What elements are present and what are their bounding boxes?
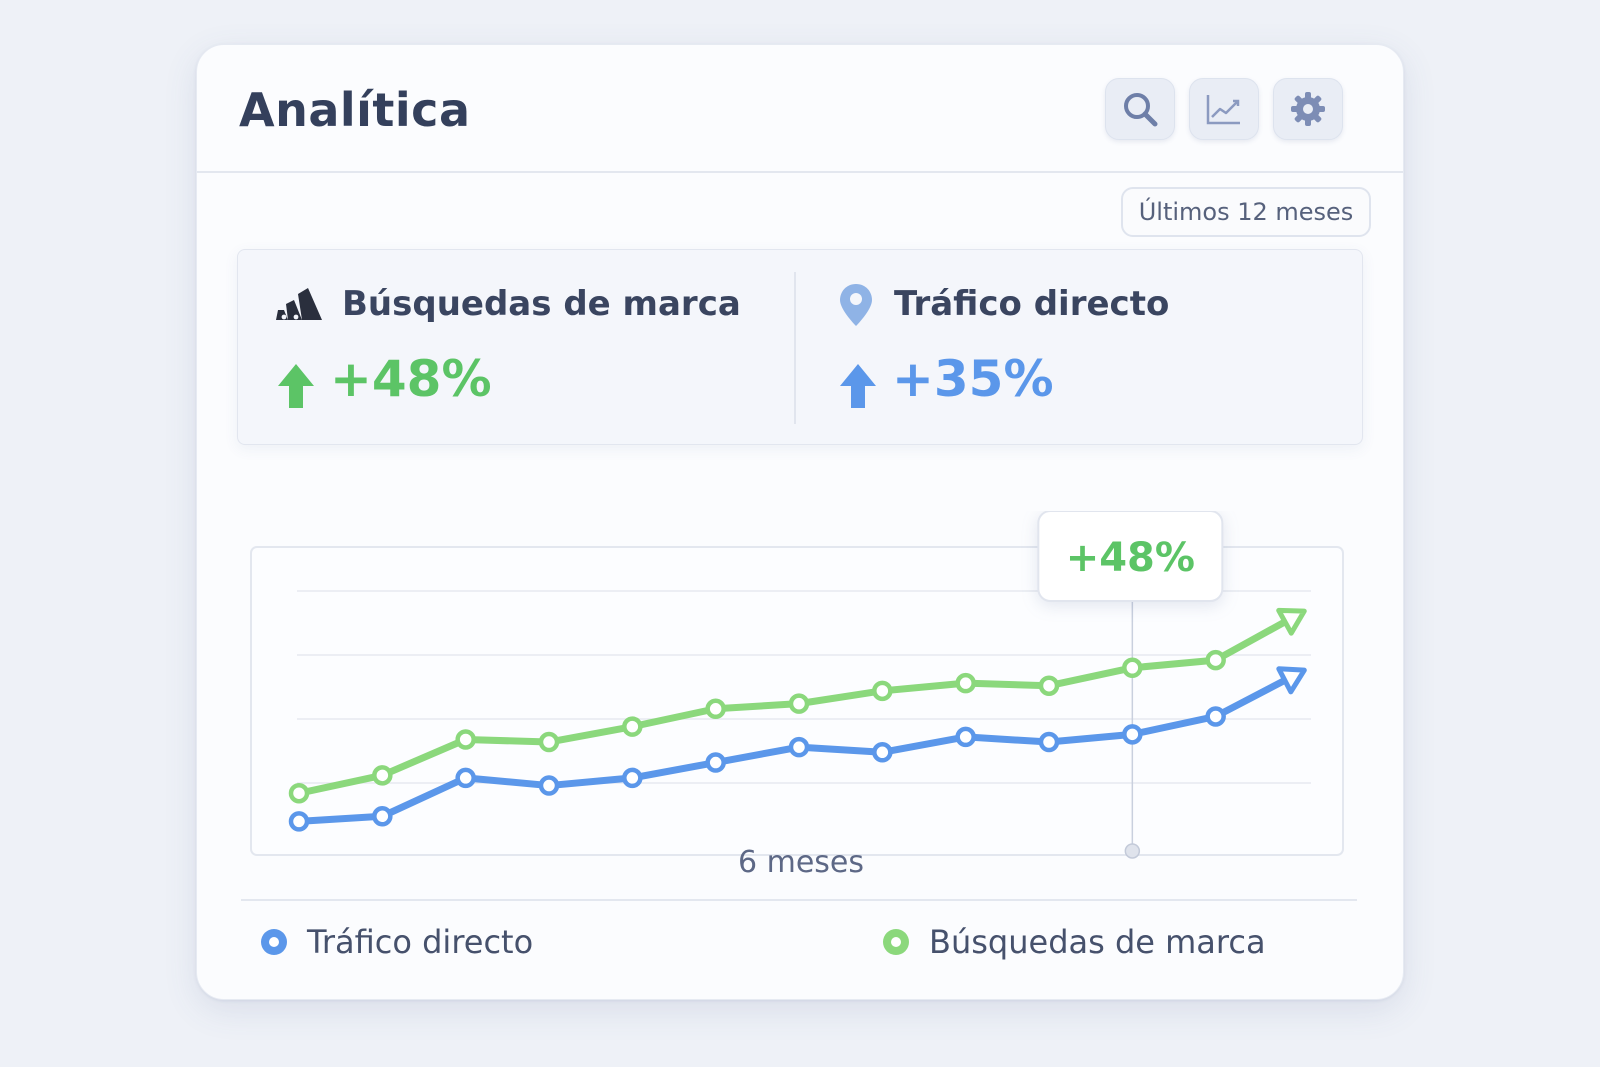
location-pin-icon <box>840 284 872 326</box>
data-point <box>788 693 810 714</box>
analytics-card: Analítica <box>196 44 1404 1000</box>
legend-label: Tráfico directo <box>307 923 534 961</box>
data-point <box>1205 706 1226 727</box>
legend-item-direct-traffic[interactable]: Tráfico directo <box>261 923 533 961</box>
page-title: Analítica <box>239 83 471 137</box>
x-axis-label: 6 meses <box>737 845 865 880</box>
legend-dot <box>883 929 909 955</box>
data-point <box>538 775 560 796</box>
settings-button[interactable] <box>1273 78 1343 140</box>
kpi-panel: Búsquedas de marca +48% Tráfico directo … <box>237 249 1363 445</box>
legend-label: Búsquedas de marca <box>929 923 1266 961</box>
data-point <box>372 765 393 786</box>
data-point <box>1038 675 1060 696</box>
arrow-up-icon <box>278 364 314 408</box>
data-point <box>538 731 560 753</box>
data-point <box>872 742 893 763</box>
data-point <box>705 698 726 720</box>
series-arrowhead <box>1276 666 1307 695</box>
data-point <box>872 680 893 702</box>
data-point <box>455 767 476 789</box>
series-line <box>295 712 1220 825</box>
data-point <box>955 726 976 748</box>
line-chart: +48% <box>250 511 1344 859</box>
card-header: Analítica <box>197 45 1403 173</box>
kpi-label-direct-traffic: Tráfico directo <box>894 284 1170 324</box>
data-point <box>1122 657 1143 679</box>
brand-stripes-icon <box>276 288 322 320</box>
data-point <box>1122 724 1143 745</box>
annotation-tooltip <box>1037 511 1224 602</box>
data-point <box>955 672 976 694</box>
data-point <box>372 806 393 827</box>
search-icon <box>1124 93 1158 127</box>
data-point <box>622 716 643 737</box>
annotation-handle <box>1124 843 1141 859</box>
chart-line-icon <box>1206 95 1240 125</box>
data-point <box>1205 649 1226 671</box>
data-point <box>622 767 643 789</box>
series-arrowhead <box>1276 607 1307 636</box>
chart-button[interactable] <box>1189 78 1259 140</box>
kpi-value-direct-traffic: +35% <box>892 350 1054 408</box>
legend-divider <box>241 899 1357 901</box>
data-point <box>455 729 476 750</box>
search-button[interactable] <box>1105 78 1175 140</box>
gear-icon <box>1291 92 1325 126</box>
kpi-divider <box>794 272 796 424</box>
data-point <box>788 736 810 758</box>
kpi-value-brand-searches: +48% <box>330 350 492 408</box>
kpi-label-brand-searches: Búsquedas de marca <box>342 284 741 324</box>
annotation-label: +48% <box>1066 535 1195 581</box>
legend-dot <box>261 929 287 955</box>
legend-item-brand-searches[interactable]: Búsquedas de marca <box>883 923 1266 961</box>
data-point <box>288 811 310 832</box>
series-line <box>295 656 1220 797</box>
data-point <box>288 782 310 804</box>
arrow-up-icon <box>840 364 876 408</box>
data-point <box>1038 731 1060 753</box>
data-point <box>705 752 726 773</box>
date-range-selector[interactable]: Últimos 12 meses <box>1121 187 1371 237</box>
